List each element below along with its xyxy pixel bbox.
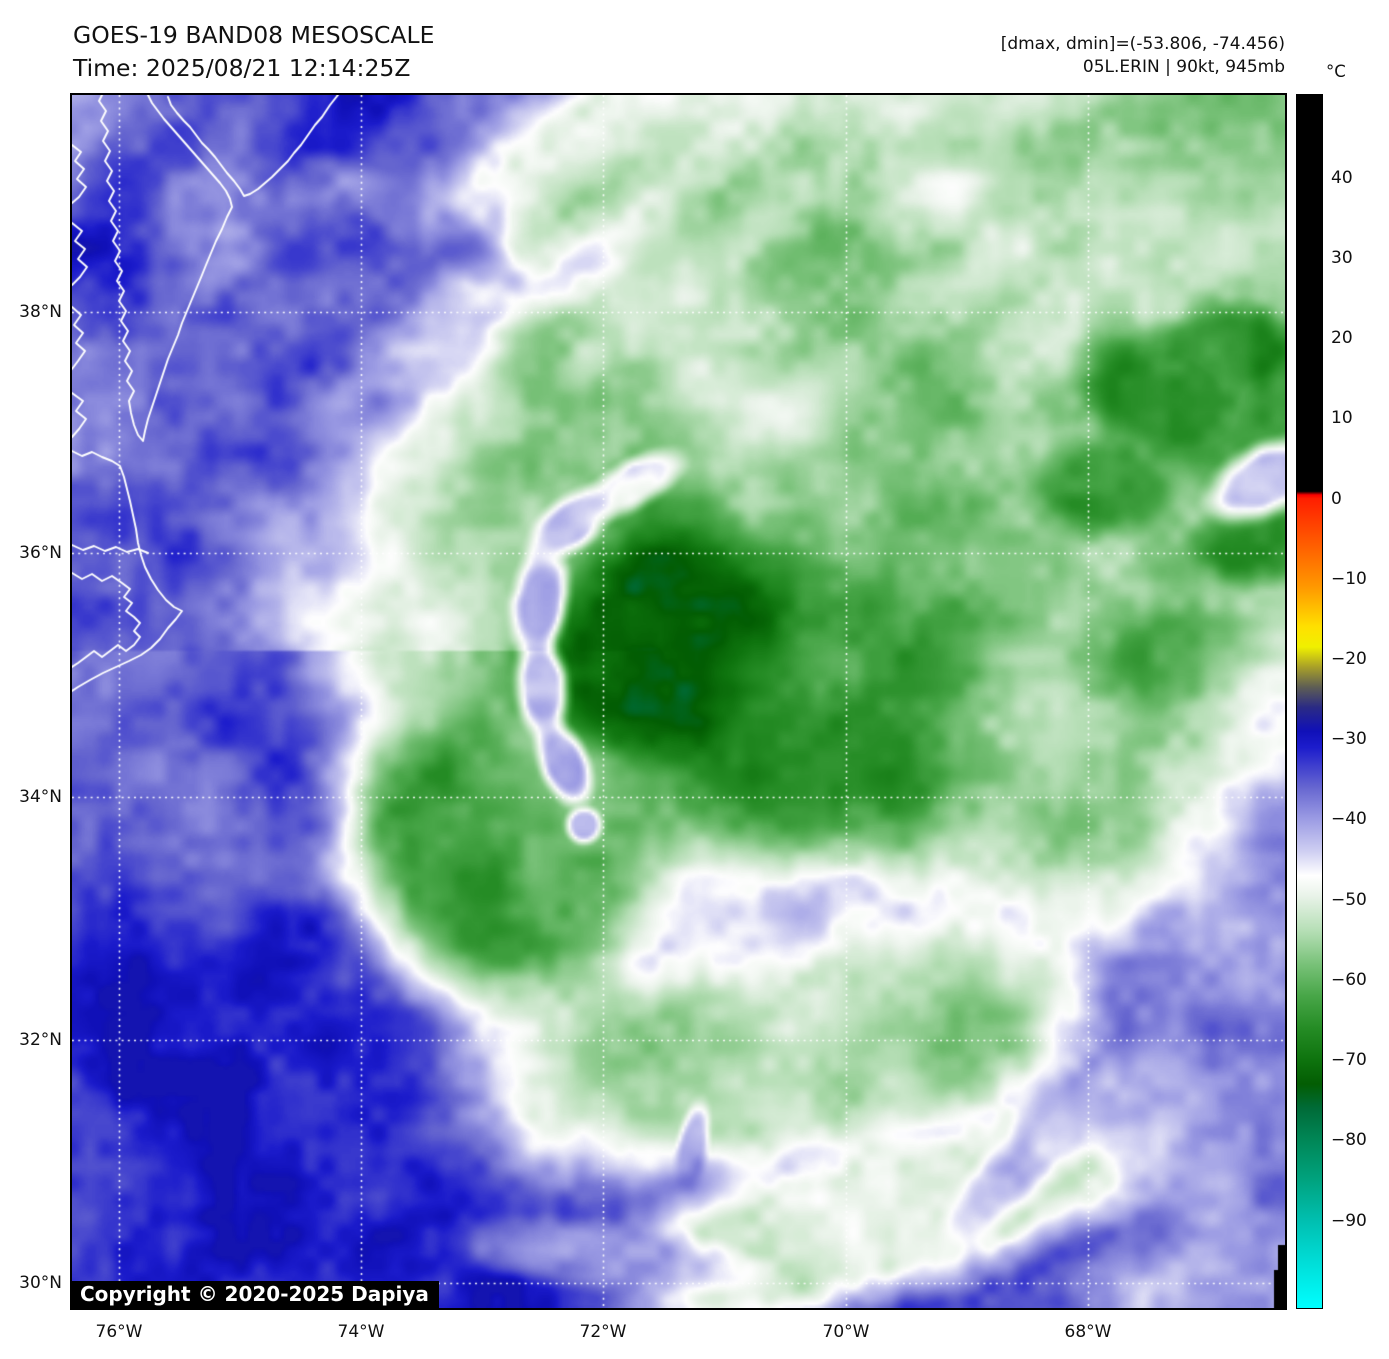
colorbar-tick-label: 0 <box>1331 488 1342 509</box>
colorbar-tick-label: −80 <box>1331 1130 1367 1151</box>
colorbar-tick-label: −30 <box>1331 729 1367 750</box>
longitude-tick-label: 70°W <box>822 1322 870 1342</box>
longitude-tick-label: 76°W <box>95 1322 143 1342</box>
latitude-tick-label: 30°N <box>19 1273 62 1293</box>
colorbar-tick-label: −40 <box>1331 809 1367 830</box>
latitude-tick-label: 36°N <box>19 543 62 563</box>
longitude-tick-label: 74°W <box>337 1322 385 1342</box>
header-right-block: [dmax, dmin]=(-53.806, -74.456) 05L.ERIN… <box>1001 33 1285 79</box>
colorbar-unit-label: °C <box>1326 62 1346 81</box>
copyright-badge: Copyright © 2020-2025 Dapiya <box>72 1281 439 1308</box>
colorbar-tick-label: 30 <box>1331 247 1353 268</box>
timestamp-line: Time: 2025/08/21 12:14:25Z <box>73 54 411 82</box>
colorbar-gradient <box>1296 94 1323 1309</box>
latitude-tick-label: 38°N <box>19 302 62 322</box>
colorbar-tick-label: 40 <box>1331 167 1353 188</box>
longitude-tick-label: 68°W <box>1064 1322 1112 1342</box>
colorbar-tick-label: −50 <box>1331 889 1367 910</box>
colorbar-tick-label: −20 <box>1331 648 1367 669</box>
latitude-tick-label: 32°N <box>19 1030 62 1050</box>
page-title: GOES-19 BAND08 MESOSCALE <box>73 21 435 49</box>
storm-info-readout: 05L.ERIN | 90kt, 945mb <box>1082 57 1285 77</box>
colorbar-tick-label: 10 <box>1331 408 1353 429</box>
longitude-tick-label: 72°W <box>579 1322 627 1342</box>
figure-title-block: GOES-19 BAND08 MESOSCALE Time: 2025/08/2… <box>73 19 434 85</box>
colorbar-tick-label: −90 <box>1331 1210 1367 1231</box>
dmax-dmin-readout: [dmax, dmin]=(-53.806, -74.456) <box>1000 34 1285 54</box>
latitude-tick-label: 34°N <box>19 787 62 807</box>
satellite-imagery-canvas <box>72 95 1285 1308</box>
colorbar-tick-label: 20 <box>1331 328 1353 349</box>
colorbar-tick-label: −10 <box>1331 568 1367 589</box>
colorbar-tick-label: −70 <box>1331 1050 1367 1071</box>
colorbar-tick-label: −60 <box>1331 969 1367 990</box>
